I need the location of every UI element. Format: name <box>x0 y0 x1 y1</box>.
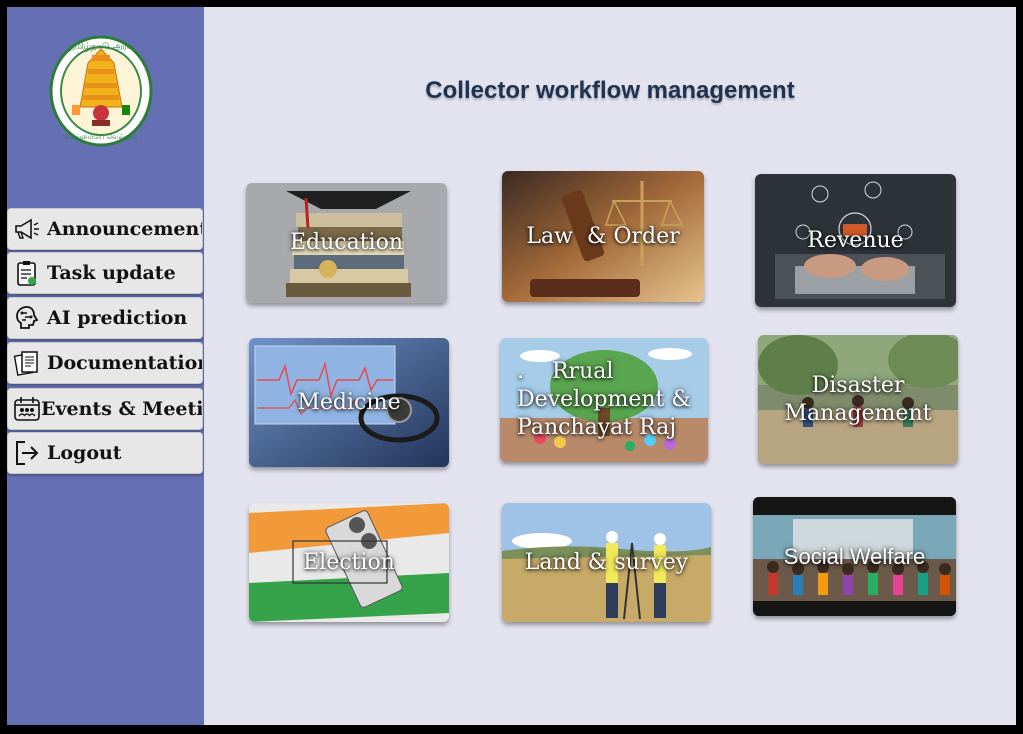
stethoscope-ecg-image <box>249 338 449 467</box>
department-card-law-order[interactable]: Law & Order <box>502 171 704 302</box>
svg-text:வாய்மையே வெல்லும்: வாய்மையே வெல்லும் <box>65 133 138 141</box>
sidebar-item-documentation[interactable]: Documentation <box>7 342 203 384</box>
card-label: Education <box>289 230 404 255</box>
flood-people-image <box>758 335 958 464</box>
sidebar-item-ai-prediction[interactable]: AI prediction <box>7 297 203 339</box>
sidebar-item-logout[interactable]: Logout <box>7 432 203 474</box>
department-card-disaster-management[interactable]: Disaster Management <box>758 335 958 464</box>
card-label: Law & Order <box>526 223 680 249</box>
department-card-medicine[interactable]: Medicine <box>249 338 449 467</box>
logout-icon <box>13 439 41 467</box>
department-card-election[interactable]: Election <box>249 503 449 622</box>
department-card-revenue[interactable]: Revenue <box>755 174 956 307</box>
card-label-line: Management <box>784 400 932 426</box>
sidebar-item-label: Announcement <box>47 218 203 240</box>
department-card-social-welfare[interactable]: Social Welfare <box>753 497 956 616</box>
card-label: Medicine <box>297 389 401 415</box>
election-flag-image <box>249 503 449 622</box>
card-label: . Rrual Development & Panchayat Raj <box>517 358 691 442</box>
brain-icon <box>13 304 41 332</box>
tamil-nadu-emblem-logo: தமிழ்நாடு அரசு வாய்மையே வெல்லும் <box>48 35 154 147</box>
sidebar-item-label: Documentation <box>47 352 203 374</box>
calendar-people-icon <box>13 395 41 423</box>
card-label: Revenue <box>807 227 904 253</box>
sidebar-item-label: Task update <box>47 262 176 284</box>
svg-text:தமிழ்நாடு அரசு: தமிழ்நாடு அரசு <box>69 42 133 52</box>
village-tree-image <box>500 338 708 462</box>
page-title: Collector workflow management <box>425 77 795 104</box>
department-card-education[interactable]: Education <box>246 183 447 303</box>
sidebar-item-label: Logout <box>47 442 122 464</box>
education-books-image <box>246 183 447 303</box>
clipboard-icon <box>13 259 41 287</box>
sidebar-item-announcement[interactable]: Announcement <box>7 208 203 250</box>
department-card-land-survey[interactable]: Land & survey <box>502 503 711 622</box>
card-label: Disaster Management <box>785 372 932 428</box>
community-group-image <box>753 497 956 616</box>
card-label: Election <box>303 549 395 575</box>
gavel-scales-image <box>502 171 704 302</box>
card-label: Land & survey <box>524 549 689 575</box>
card-label-line: Disaster <box>811 372 905 398</box>
sidebar-item-task-update[interactable]: Task update <box>7 252 203 294</box>
surveyors-field-image <box>502 503 711 622</box>
documents-icon <box>13 349 41 377</box>
sidebar-item-label: Events & Meeting <box>41 398 203 420</box>
sidebar-item-events-meeting[interactable]: Events & Meeting <box>7 388 203 430</box>
megaphone-icon <box>13 215 41 243</box>
tax-laptop-image <box>755 174 956 307</box>
sidebar-item-label: AI prediction <box>47 307 188 329</box>
department-card-rural-development[interactable]: . Rrual Development & Panchayat Raj <box>500 338 708 462</box>
card-label-line: . Rrual <box>517 359 614 384</box>
card-label: Social Welfare <box>783 543 926 569</box>
card-label-line: Panchayat Raj <box>517 415 677 440</box>
card-label-line: Development & <box>517 387 691 412</box>
